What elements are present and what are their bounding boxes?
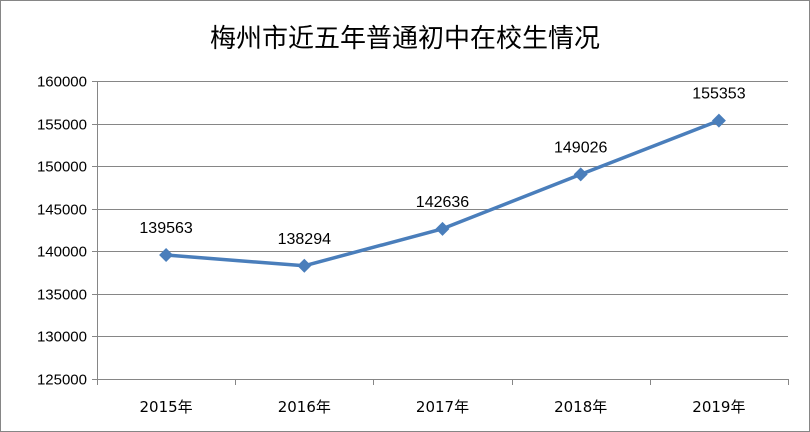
x-tick-label: 2015年 [140,398,193,416]
y-tick-labels: 125000 130000 135000 140000 145000 150000 1550… [37,74,87,389]
y-tick-label: 125000 [37,372,87,389]
gridlines [92,81,788,380]
series [159,113,726,273]
chart-title: 梅州市近五年普通初中在校生情况 [209,24,600,54]
data-point-marker [297,258,312,273]
x-tick-label: 2018年 [554,398,607,416]
data-point-marker [711,113,726,128]
data-label: 139563 [139,220,192,237]
y-tick-label: 155000 [37,117,87,134]
x-tick-labels: 2015年 2016年 2017年 2018年 2019年 [140,398,746,416]
x-tick-label: 2017年 [416,398,469,416]
y-tick-label: 150000 [37,159,87,176]
data-label: 149026 [554,139,607,156]
x-tick-label: 2016年 [278,398,331,416]
x-tick-label: 2019年 [692,398,745,416]
data-labels: 139563 138294 142636 149026 155353 [139,86,745,248]
data-point-marker [435,221,450,236]
y-tick-label: 130000 [37,329,87,346]
axes [97,81,789,385]
data-label: 142636 [416,194,469,211]
data-point-marker [573,167,588,182]
data-label: 138294 [278,231,331,248]
data-point-marker [159,248,174,263]
y-tick-label: 140000 [37,244,87,261]
y-tick-label: 160000 [37,74,87,91]
y-tick-label: 145000 [37,202,87,219]
data-label: 155353 [692,86,745,103]
y-tick-label: 135000 [37,287,87,304]
